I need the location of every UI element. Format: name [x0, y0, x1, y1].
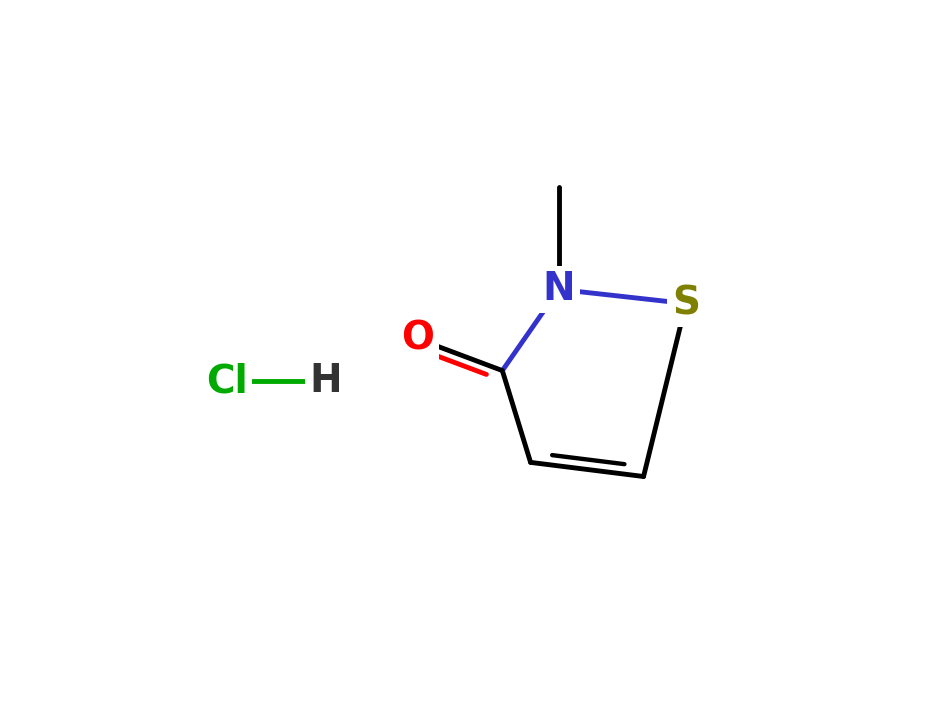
- Text: O: O: [401, 320, 434, 358]
- Text: N: N: [542, 271, 575, 308]
- Text: H: H: [310, 362, 342, 400]
- Text: S: S: [672, 284, 700, 323]
- Text: Cl: Cl: [206, 362, 248, 400]
